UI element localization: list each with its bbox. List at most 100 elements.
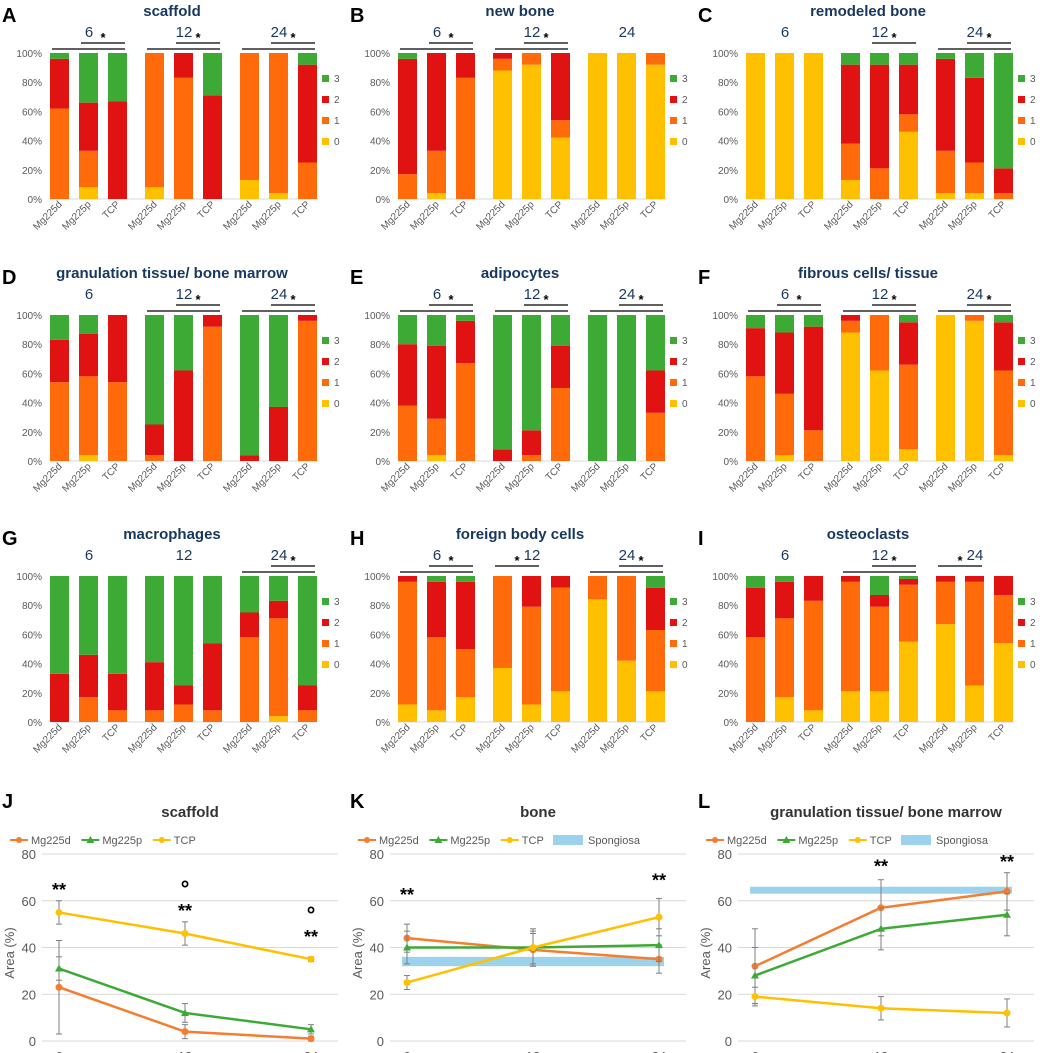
legend-label: Mg225d (379, 835, 419, 847)
legend-label: 1 (1030, 639, 1036, 650)
bar-segment-score-3 (522, 315, 541, 431)
significance-star: * (290, 292, 296, 307)
bar-segment-score-1 (841, 320, 860, 333)
y-tick-label: 0% (376, 195, 391, 206)
legend-swatch-2 (670, 96, 677, 103)
y-tick-label: 100% (712, 49, 738, 60)
bar-segment-score-2 (841, 315, 860, 321)
bar-segment-score-3 (936, 53, 955, 59)
data-point (307, 955, 315, 963)
category-label: Mg225d (822, 461, 855, 494)
significance-star: * (195, 30, 201, 45)
bar-segment-score-0 (841, 691, 860, 722)
bar-segment-score-0 (870, 691, 889, 722)
bar-segment-score-1 (269, 618, 288, 717)
y-tick-label: 40% (718, 660, 738, 671)
bar-segment-score-3 (145, 315, 164, 425)
category-label: TCP (639, 199, 661, 221)
panel-letter: F (698, 267, 710, 289)
significance-star: * (986, 30, 992, 45)
legend-label: 3 (682, 74, 688, 85)
bar-segment-score-1 (456, 363, 475, 461)
y-tick-label: 40% (718, 399, 738, 410)
legend-swatch-1 (670, 117, 677, 124)
legend-swatch-3 (1018, 75, 1025, 82)
chart-title: granulation tissue/ bone marrow (770, 804, 1002, 821)
bar-segment-score-2 (899, 322, 918, 365)
bar-segment-score-0 (804, 710, 823, 722)
bar-segment-score-3 (108, 53, 127, 102)
y-tick-label: 20% (370, 689, 390, 700)
legend-swatch-1 (1018, 117, 1025, 124)
bar-segment-score-0 (398, 704, 417, 722)
category-label: TCP (987, 461, 1009, 483)
bar-segment-score-0 (269, 193, 288, 199)
category-label: Mg225d (917, 199, 950, 232)
y-tick-label: 100% (364, 572, 390, 583)
bar-segment-score-2 (50, 339, 69, 383)
x-tick-label: 12 (178, 1049, 192, 1053)
chart-title: scaffold (143, 3, 201, 20)
category-label: Mg225d (474, 461, 507, 494)
legend-label: 2 (682, 95, 688, 106)
legend-label: 3 (682, 336, 688, 347)
category-label: Mg225d (474, 722, 507, 755)
y-tick-label: 0% (376, 718, 391, 729)
period-label: 24 (619, 547, 636, 564)
bar-segment-score-1 (398, 174, 417, 199)
y-tick-label: 100% (712, 572, 738, 583)
significance-star: * (514, 553, 520, 568)
category-label: Mg225d (569, 461, 602, 494)
category-label: Mg225p (408, 199, 442, 233)
bar-segment-score-3 (50, 576, 69, 674)
y-tick-label: 20% (370, 428, 390, 439)
y-tick-label: 20% (718, 428, 738, 439)
bar-segment-score-3 (551, 315, 570, 346)
category-label: Mg225d (126, 461, 159, 494)
bar-segment-score-0 (775, 697, 794, 722)
legend-label: 2 (334, 618, 340, 629)
bar-segment-score-2 (870, 594, 889, 607)
bar-segment-score-1 (108, 382, 127, 461)
bar-segment-score-2 (456, 53, 475, 78)
bar-segment-score-0 (493, 70, 512, 200)
legend-band (901, 835, 931, 845)
legend-label: 3 (334, 74, 340, 85)
bar-segment-score-0 (994, 455, 1013, 461)
bar-segment-score-3 (899, 576, 918, 579)
legend-band (553, 835, 583, 845)
legend-marker (712, 837, 718, 843)
bar-segment-score-2 (646, 370, 665, 413)
period-label: 6 (781, 24, 789, 41)
significance-star: * (891, 292, 897, 307)
bar-segment-score-0 (899, 641, 918, 722)
chart-title: bone (520, 804, 556, 821)
bar-segment-score-2 (240, 455, 259, 461)
y-tick-label: 100% (16, 49, 42, 60)
legend-label: 2 (682, 618, 688, 629)
bar-segment-score-3 (646, 576, 665, 588)
y-tick-label: 40% (370, 399, 390, 410)
significance-star: * (638, 292, 644, 307)
category-label: Mg225d (569, 722, 602, 755)
bar-segment-score-3 (456, 576, 475, 582)
bar-segment-score-2 (965, 77, 984, 163)
bar-segment-score-1 (899, 584, 918, 642)
bar-segment-score-0 (493, 667, 512, 722)
period-label: 12 (524, 547, 541, 564)
legend-label: 1 (334, 116, 340, 127)
bar-segment-score-1 (588, 576, 607, 600)
legend-label: 3 (334, 336, 340, 347)
bar-segment-score-1 (775, 618, 794, 698)
bar-segment-score-0 (269, 716, 288, 722)
bar-segment-score-3 (50, 315, 69, 340)
data-point (1003, 887, 1011, 895)
legend-label: TCP (522, 835, 544, 847)
period-label: 6 (85, 286, 93, 303)
bar-segment-score-3 (145, 576, 164, 663)
bar-segment-score-1 (746, 637, 765, 722)
legend-swatch-3 (670, 598, 677, 605)
